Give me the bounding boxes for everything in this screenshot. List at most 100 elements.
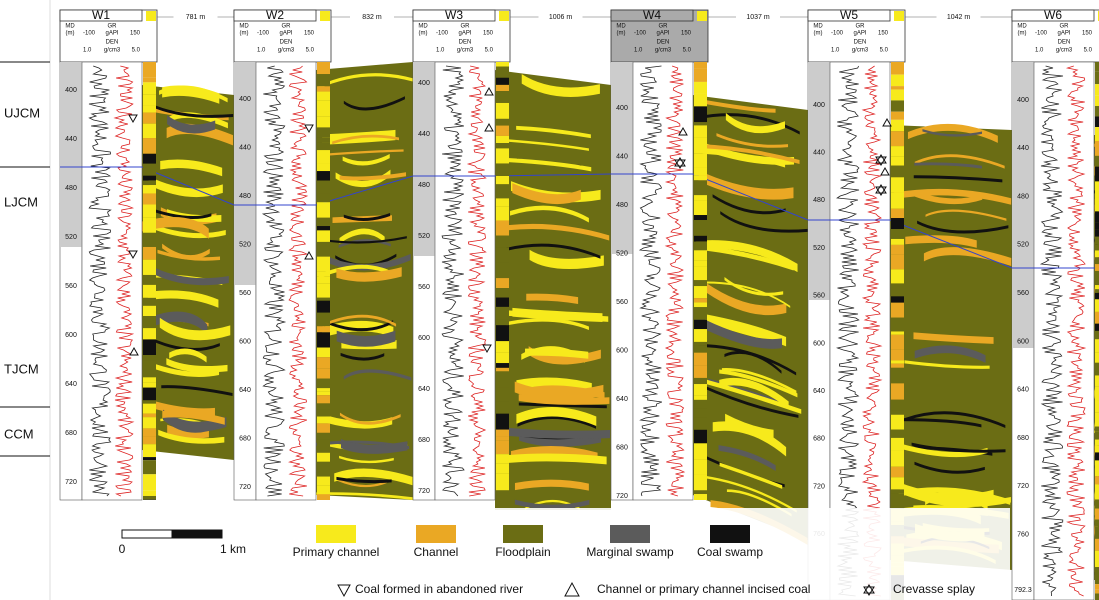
facies-strip [143,328,156,340]
spacing-label: 832 m [362,14,382,21]
facies-strip [143,153,156,164]
facies-strip [1095,426,1099,432]
facies-band [159,317,231,341]
name-cell [233,9,317,22]
facies-label: Marginal swamp [586,545,674,559]
facies-strip [1095,352,1099,363]
facies-strip [1095,508,1099,520]
facies-strip [496,73,509,78]
log-curve [1065,65,1087,597]
facies-strip [317,439,330,453]
facies-strip [496,401,509,414]
facies-band [512,183,581,205]
facies-strip [891,238,904,245]
facies-strip [317,163,330,172]
facies-band [508,453,607,465]
well: W2 MD(m) GR -100 gAPI 150 DEN 1.0 g/cm3 5.0 400 440… [233,8,332,501]
facies-strip [143,457,156,461]
facies-band [726,489,792,517]
event-symbol [484,86,494,96]
facies-strip [694,153,707,168]
depth-tick: 480 [616,202,628,209]
facies-band [318,73,413,89]
facies-strip [317,241,330,257]
facies-band [914,190,983,205]
spacing-bg [936,11,981,23]
facies-strip [143,77,156,83]
facies-strip [694,494,707,500]
depth-tick: 520 [616,250,628,257]
scale-start: 0 [119,542,126,556]
gr-min: -100 [436,31,449,37]
depth-tick: 640 [813,388,825,395]
depth-tick: 400 [616,105,628,112]
facies-band [898,487,1011,505]
facies-strip [317,256,330,272]
facies-strip [1095,476,1099,485]
md-unit: (m) [617,31,626,37]
md-unit: (m) [240,31,249,37]
facies-band [516,406,597,427]
event-symbol [128,250,138,260]
gr-max: 150 [681,31,692,37]
facies-strip [694,106,707,123]
spacing-label: 1037 m [746,14,770,21]
facies-band [150,362,220,377]
facies-band [514,499,590,510]
facies-band [529,249,604,270]
facies-strip [1095,371,1099,376]
facies-strip [143,305,156,317]
facies-band [719,369,798,398]
facies-strip [317,423,330,433]
zone-label: CCM [4,426,34,441]
facies-band [893,188,1012,205]
facies-strip [317,283,330,298]
facies-strip [694,286,707,299]
facies-strip [317,271,330,277]
facies-strip [1095,412,1099,427]
facies-strip [317,300,330,313]
md-label: MD [65,24,75,30]
facies-strip [496,102,509,119]
facies-strip [1095,222,1099,230]
facies-strip [496,163,509,176]
facies-band [320,149,404,157]
facies-strip [496,66,509,74]
facies-band [694,97,776,113]
event-symbol [482,344,492,354]
facies-strip [694,443,707,460]
facies-strip [143,138,156,154]
facies-strip [694,417,707,430]
gr-unit: gAPI [656,31,669,37]
facies-band [712,318,778,343]
spacing-bg [350,11,394,23]
symbol-icon [863,584,875,596]
legend: 0 1 km Primary channel Channel Floodplain Mar… [60,508,1010,600]
spacing: 1042 m [905,11,1012,23]
den-label: DEN [1058,40,1071,46]
facies-strip [1095,155,1099,167]
name-cell [1011,9,1095,22]
event-symbol [882,117,892,127]
symbol-icon [564,581,580,597]
facies-band [343,369,412,381]
facies-strip [694,93,707,107]
log-curve [261,65,287,497]
facies-band [339,412,401,425]
facies-strip [143,377,156,383]
facies-strip [694,200,707,216]
depth-tick: 440 [1017,145,1029,152]
facies-strip [1095,264,1099,271]
facies-band [914,162,982,169]
facies-strip [496,306,509,320]
depth-tick: 400 [65,87,77,94]
well: W1 MD(m) GR -100 gAPI 150 DEN 1.0 g/cm3 5.0 400 440… [59,8,158,501]
correlation-panel [494,70,612,511]
zones: UJCM LJCM TJCM CCM [0,61,50,457]
facies-strip [891,156,904,166]
facies-strip [143,382,156,388]
facies-strip [317,202,330,218]
facies-band [514,479,589,491]
facies-band [528,346,601,365]
den-min: 1.0 [83,48,92,54]
